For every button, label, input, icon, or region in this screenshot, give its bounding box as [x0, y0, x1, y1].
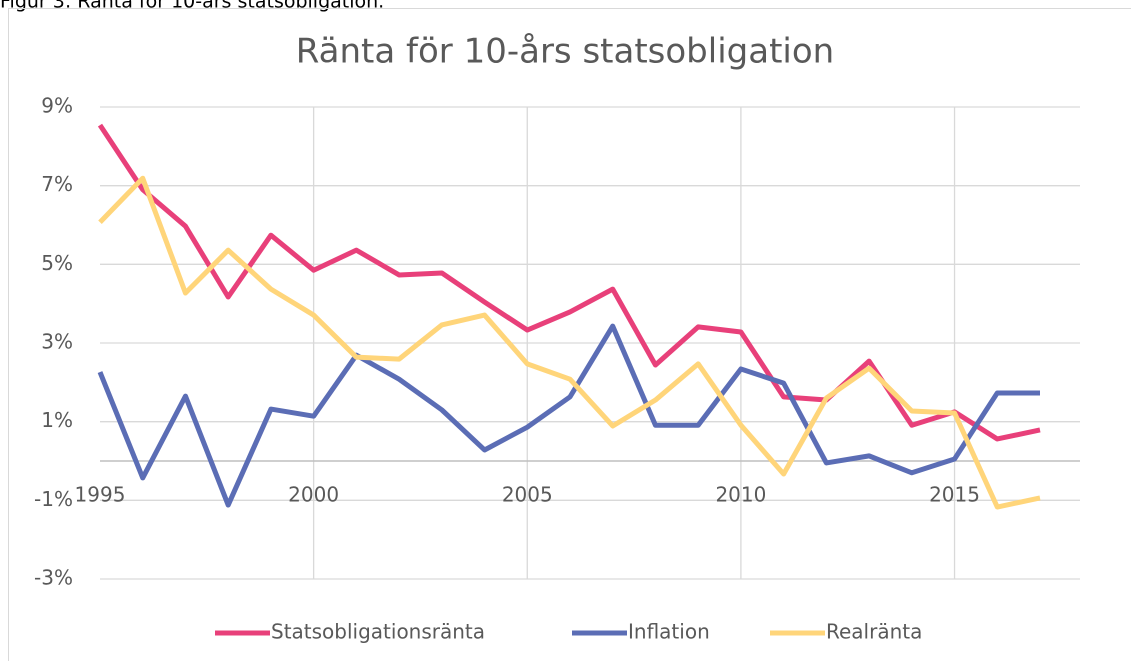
x-tick-label: 1995	[75, 483, 126, 507]
y-tick-label: 5%	[41, 251, 73, 275]
series-line	[97, 123, 1041, 442]
y-tick-label: 3%	[41, 330, 73, 354]
y-tick-label: -1%	[34, 487, 73, 511]
chart-border	[8, 8, 1131, 661]
x-tick-label: 2000	[288, 483, 339, 507]
series-line	[98, 175, 1041, 510]
x-tick-label: 2005	[502, 483, 553, 507]
y-tick-label: 7%	[41, 172, 73, 196]
y-tick-label: -3%	[34, 566, 73, 590]
legend-label: Realränta	[826, 620, 922, 644]
caption: Figur 3: Ränta för 10-års statsobligatio…	[0, 0, 384, 13]
y-tick-label: 1%	[41, 408, 73, 432]
series-line	[97, 323, 1040, 508]
x-tick-label: 2010	[715, 483, 766, 507]
legend-label: Statsobligationsränta	[271, 620, 485, 644]
x-tick-label: 2015	[929, 483, 980, 507]
y-tick-label: 9%	[41, 94, 73, 118]
legend-label: Inflation	[628, 620, 710, 644]
chart-title: Ränta för 10-års statsobligation	[296, 32, 834, 72]
